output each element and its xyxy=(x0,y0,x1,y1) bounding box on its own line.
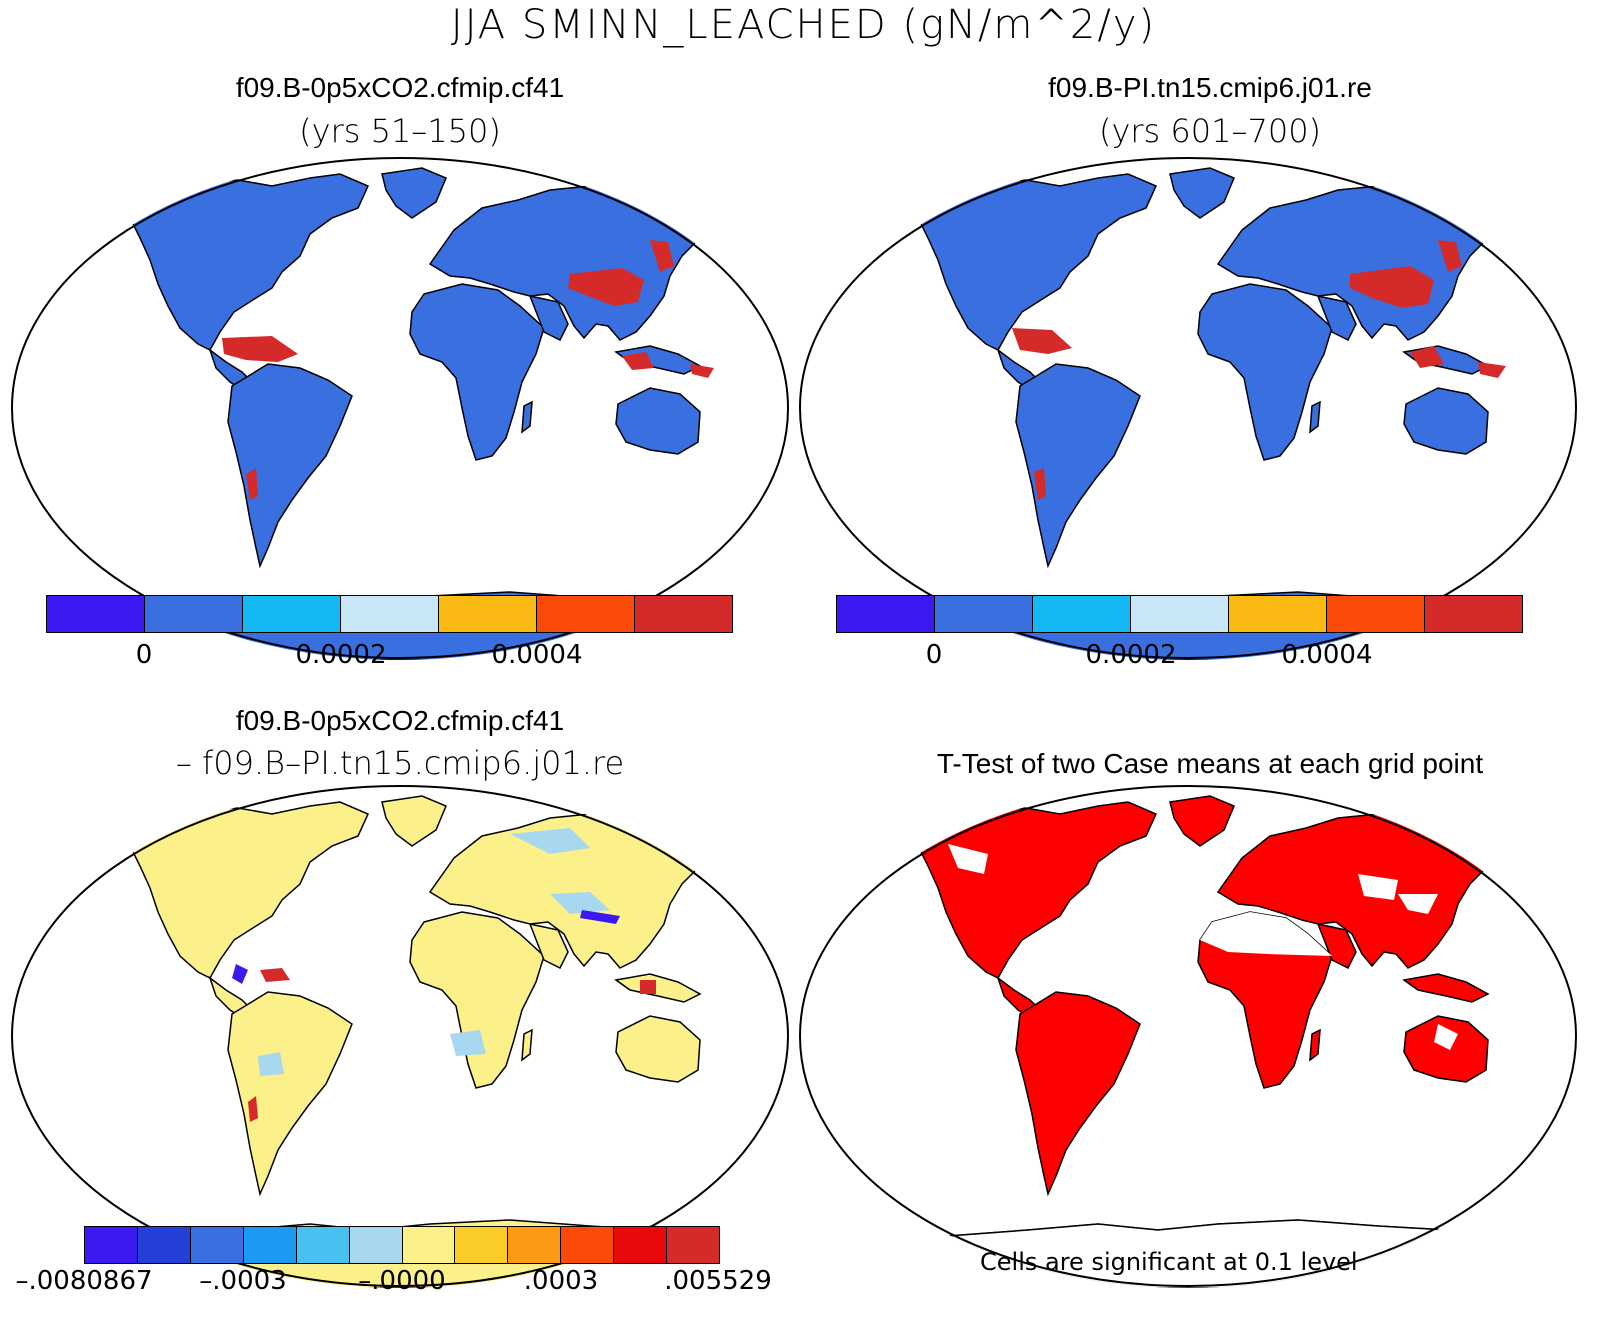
colorbar-panel-b xyxy=(836,595,1523,633)
map-panel-d xyxy=(798,784,1578,1288)
colorbar-c-swatch-3 xyxy=(243,1227,297,1263)
significance-note: Cells are significant at 0.1 level xyxy=(980,1248,1358,1276)
colorbar-c-swatch-10 xyxy=(614,1227,668,1263)
panel-b-title: f09.B-PI.tn15.cmip6.j01.re xyxy=(1048,72,1372,103)
small-negative-regions xyxy=(258,828,610,1076)
colorbar-b-tick-1: 0.0002 xyxy=(1085,640,1177,670)
non-significant-cells xyxy=(948,844,1458,1050)
high-leaching-regions xyxy=(1012,240,1506,500)
colorbar-a-swatch-4 xyxy=(439,596,537,632)
colorbar-b-swatch-1 xyxy=(935,596,1033,632)
colorbar-c-tick-3: .0003 xyxy=(523,1266,599,1296)
panel-a-title: f09.B-0p5xCO2.cfmip.cf41 xyxy=(235,72,565,103)
colorbar-c-tick-1: –.0003 xyxy=(199,1266,287,1296)
panel-c-title: f09.B-0p5xCO2.cfmip.cf41 xyxy=(235,705,565,736)
colorbar-panel-c xyxy=(84,1226,720,1264)
colorbar-c-swatch-7 xyxy=(455,1227,509,1263)
colorbar-c-swatch-2 xyxy=(190,1227,244,1263)
colorbar-a-swatch-1 xyxy=(145,596,243,632)
colorbar-a-tick-0: 0 xyxy=(135,640,153,670)
strong-positive-regions xyxy=(248,968,656,1122)
colorbar-c-tick-0: –.0080867 xyxy=(15,1266,153,1296)
high-leaching-regions xyxy=(222,240,714,500)
colorbar-c-swatch-0 xyxy=(85,1227,138,1263)
colorbar-a-swatch-2 xyxy=(243,596,341,632)
colorbar-c-swatch-11 xyxy=(667,1227,720,1263)
panel-d-title: T-Test of two Case means at each grid po… xyxy=(936,748,1484,779)
colorbar-c-swatch-8 xyxy=(508,1227,562,1263)
colorbar-b-swatch-4 xyxy=(1229,596,1327,632)
colorbar-b-swatch-5 xyxy=(1327,596,1425,632)
colorbar-c-swatch-5 xyxy=(349,1227,403,1263)
figure-title: JJA SMINN_LEACHED (gN/m^2/y) xyxy=(450,2,1157,48)
map-panel-c xyxy=(10,784,790,1288)
colorbar-c-swatch-9 xyxy=(561,1227,615,1263)
colorbar-a-tick-1: 0.0002 xyxy=(295,640,387,670)
colorbar-a-swatch-3 xyxy=(341,596,439,632)
colorbar-b-swatch-3 xyxy=(1131,596,1229,632)
colorbar-b-swatch-0 xyxy=(837,596,935,632)
map-panel-a xyxy=(10,156,790,660)
colorbar-a-swatch-5 xyxy=(537,596,635,632)
panel-c-subtitle: – f09.B–PI.tn15.cmip6.j01.re xyxy=(175,744,625,782)
colorbar-c-swatch-1 xyxy=(137,1227,191,1263)
map-panel-b xyxy=(798,156,1578,660)
strong-negative-regions xyxy=(232,910,620,984)
colorbar-c-tick-2: –.0000 xyxy=(358,1266,446,1296)
colorbar-a-tick-2: 0.0004 xyxy=(491,640,583,670)
panel-b-subtitle: (yrs 601–700) xyxy=(1098,112,1322,150)
colorbar-c-swatch-4 xyxy=(296,1227,350,1263)
colorbar-b-swatch-6 xyxy=(1425,596,1522,632)
colorbar-b-tick-0: 0 xyxy=(925,640,943,670)
colorbar-c-tick-4: .005529 xyxy=(664,1266,772,1296)
colorbar-c-swatch-6 xyxy=(402,1227,456,1263)
panel-a-subtitle: (yrs 51–150) xyxy=(299,112,501,150)
colorbar-b-tick-2: 0.0004 xyxy=(1281,640,1373,670)
colorbar-a-swatch-6 xyxy=(635,596,732,632)
colorbar-a-swatch-0 xyxy=(47,596,145,632)
colorbar-panel-a xyxy=(46,595,733,633)
colorbar-b-swatch-2 xyxy=(1033,596,1131,632)
